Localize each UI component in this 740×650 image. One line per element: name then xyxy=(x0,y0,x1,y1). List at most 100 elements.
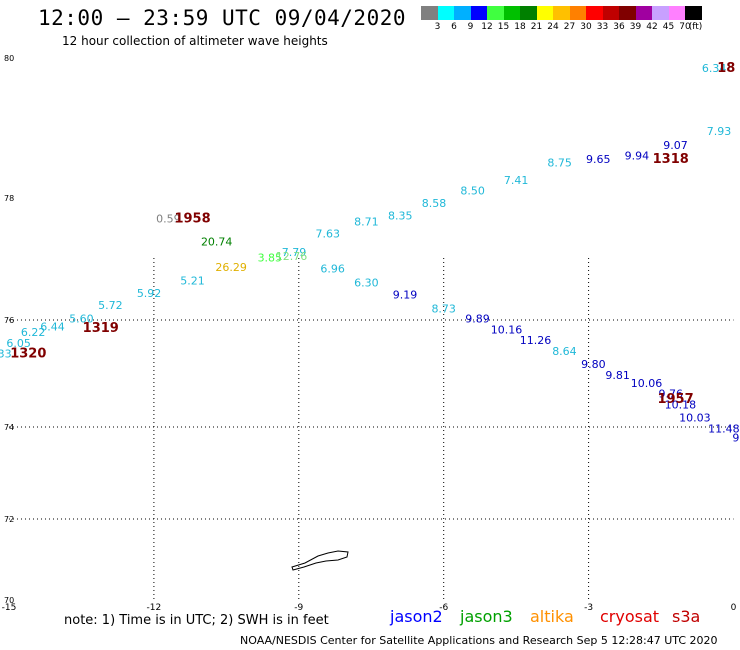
color-swatch-6 xyxy=(520,6,537,20)
color-legend-label: 15 xyxy=(497,22,510,32)
color-legend-label: 27 xyxy=(563,22,576,32)
color-legend-label: 21 xyxy=(530,22,543,32)
color-legend-label: 70 xyxy=(679,22,691,32)
color-swatch-3 xyxy=(470,6,487,20)
wave-height-value: 7.93 xyxy=(707,125,732,138)
wave-height-value: 11.48 xyxy=(708,423,740,436)
wave-height-value: 6.33 xyxy=(0,347,12,360)
pass-time-label: 1320 xyxy=(10,346,46,361)
x-tick-label: -15 xyxy=(2,603,17,613)
pass-time-label: 1958 xyxy=(174,211,210,226)
wave-height-value: 6.34 xyxy=(702,62,727,75)
wave-height-value: 6.05 xyxy=(6,337,31,350)
pass-time-labels: 18 1318 1958 1319 1320 1957 xyxy=(10,61,735,407)
wave-height-value: 9.81 xyxy=(605,369,630,382)
color-swatch-8 xyxy=(553,6,570,20)
x-tick-label: -6 xyxy=(439,603,448,613)
y-tick-label: 76 xyxy=(4,316,14,325)
color-legend-label: 3 xyxy=(434,22,441,32)
credit-line: NOAA/NESDIS Center for Satellite Applica… xyxy=(240,634,718,647)
x-tick-label: -3 xyxy=(584,603,593,613)
footnote: note: 1) Time is in UTC; 2) SWH is in fe… xyxy=(64,613,329,628)
wave-height-value: 20.74 xyxy=(201,236,233,249)
wave-height-value: 10.06 xyxy=(631,377,663,390)
satellite-jason3: jason3 xyxy=(460,607,513,626)
pass-time-label: 1957 xyxy=(657,392,693,407)
color-legend-label: 30 xyxy=(580,22,592,32)
pass-time-label: 1319 xyxy=(83,321,119,336)
color-swatch-4 xyxy=(487,6,504,20)
pass-time-label: 1318 xyxy=(653,152,689,167)
color-legend-label: (ft) xyxy=(688,22,703,32)
wave-height-value: 6.22 xyxy=(21,326,46,339)
color-swatch-15 xyxy=(668,6,685,20)
color-legend-labels: 3 6 9 12 15 18 21 24 27 30 33 36 39 42 45 70 (ft) xyxy=(421,22,740,36)
color-legend-label: 42 xyxy=(646,22,658,32)
wave-height-value: 6.30 xyxy=(354,276,379,289)
wave-height-value: 26.29 xyxy=(215,261,247,274)
wave-height-value: 3.85 xyxy=(258,251,283,264)
wave-height-value: 11.26 xyxy=(520,334,552,347)
wave-height-value: 0.59 xyxy=(156,212,181,225)
wave-height-value: 5.92 xyxy=(137,287,162,300)
wave-height-value: 8.75 xyxy=(547,157,572,170)
wave-height-value: 8.64 xyxy=(552,345,577,358)
wave-height-value: 5.60 xyxy=(69,313,94,326)
y-tick-label: 80 xyxy=(4,54,14,63)
color-swatch-0 xyxy=(421,6,438,20)
wave-height-value: 8.73 xyxy=(431,303,456,316)
color-legend-label: 18 xyxy=(514,22,526,32)
wave-height-value: 8.50 xyxy=(460,185,485,198)
wave-height-value: 10.16 xyxy=(491,323,523,336)
y-tick-label: 74 xyxy=(4,423,14,432)
wave-height-value: 10.03 xyxy=(679,412,711,425)
color-swatch-2 xyxy=(454,6,471,20)
color-legend-label: 24 xyxy=(547,22,559,32)
color-swatch-5 xyxy=(503,6,520,20)
color-legend-label: 45 xyxy=(662,22,675,32)
wave-height-value: 6.44 xyxy=(40,321,65,334)
color-swatch-16 xyxy=(685,6,702,20)
wave-height-value: 7.79 xyxy=(282,246,307,259)
color-legend-label: 9 xyxy=(467,22,474,32)
y-tick-label: 70 xyxy=(4,596,14,605)
wave-height-value: 5.21 xyxy=(180,275,205,288)
x-tick-label: -9 xyxy=(294,603,303,613)
wave-height-value: 6.96 xyxy=(320,262,345,275)
color-swatch-13 xyxy=(635,6,652,20)
map-title: 12:00 – 23:59 UTC 09/04/2020 xyxy=(38,6,407,30)
color-swatch-7 xyxy=(536,6,553,20)
wave-height-value: 9 xyxy=(732,432,739,445)
color-legend xyxy=(421,6,702,20)
wave-height-value: 9.19 xyxy=(393,289,418,302)
color-legend-label: 12 xyxy=(481,22,493,32)
axis-ticks: -15 -12 -9 -6 -3 0 80 78 76 74 72 70 xyxy=(2,54,737,613)
wave-height-value: 9.80 xyxy=(581,358,606,371)
wave-height-value: 9.07 xyxy=(663,139,688,152)
color-swatch-10 xyxy=(586,6,603,20)
color-swatch-9 xyxy=(569,6,586,20)
map-subtitle: 12 hour collection of altimeter wave hei… xyxy=(62,34,328,48)
wave-height-value: 7.63 xyxy=(316,228,341,241)
wave-height-value: 9.65 xyxy=(586,153,611,166)
color-legend-label: 6 xyxy=(451,22,457,32)
wave-height-value: 9.89 xyxy=(465,313,490,326)
y-tick-label: 78 xyxy=(4,194,14,203)
x-tick-label: -12 xyxy=(147,603,162,613)
color-legend-label: 39 xyxy=(629,22,642,32)
wave-height-value: 10.18 xyxy=(665,398,697,411)
satellite-altika: altika xyxy=(530,607,574,626)
wave-height-value: 8.35 xyxy=(388,209,413,222)
color-swatch-1 xyxy=(437,6,454,20)
satellite-cryosat: cryosat xyxy=(600,607,660,626)
wave-height-value: 7.41 xyxy=(504,174,529,187)
wave-height-value: 12.76 xyxy=(276,250,308,263)
wave-height-observations: 6.34 7.93 9.07 9.94 9.65 8.75 7.41 8.50 8.58 8.35… xyxy=(0,62,740,445)
island-outline xyxy=(291,550,349,571)
color-swatch-11 xyxy=(602,6,619,20)
color-swatch-14 xyxy=(652,6,669,20)
color-swatch-12 xyxy=(619,6,636,20)
wave-height-value: 8.71 xyxy=(354,215,379,228)
